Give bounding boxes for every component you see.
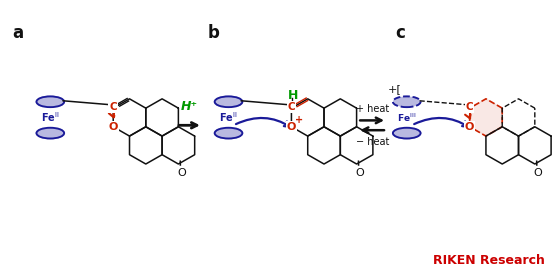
Ellipse shape	[393, 96, 421, 107]
Ellipse shape	[214, 128, 242, 139]
Text: Fe$^{\mathsf{II}}$: Fe$^{\mathsf{II}}$	[41, 111, 59, 124]
Text: Fe$^{\mathsf{III}}$: Fe$^{\mathsf{III}}$	[397, 111, 417, 124]
Text: O: O	[534, 168, 542, 178]
Text: − heat: − heat	[356, 137, 390, 147]
Text: O: O	[109, 122, 118, 132]
Text: C: C	[288, 102, 295, 112]
Text: + heat: + heat	[356, 104, 390, 114]
Ellipse shape	[393, 128, 421, 139]
Text: C: C	[109, 102, 117, 112]
Text: +[: +[	[388, 84, 402, 94]
Text: O: O	[355, 168, 364, 178]
Ellipse shape	[36, 128, 64, 139]
Ellipse shape	[214, 96, 242, 107]
Polygon shape	[470, 99, 502, 136]
Text: H⁺: H⁺	[180, 100, 198, 113]
Text: O: O	[287, 122, 296, 132]
Ellipse shape	[36, 96, 64, 107]
Text: C: C	[466, 102, 473, 112]
Text: O: O	[177, 168, 186, 178]
Text: RIKEN Research: RIKEN Research	[433, 255, 545, 267]
Text: a: a	[13, 24, 24, 42]
Text: b: b	[208, 24, 220, 42]
Text: +: +	[295, 115, 304, 125]
Text: H: H	[288, 89, 298, 102]
Text: O: O	[465, 122, 474, 132]
Text: Fe$^{\mathsf{II}}$: Fe$^{\mathsf{II}}$	[219, 111, 238, 124]
Text: c: c	[395, 24, 405, 42]
